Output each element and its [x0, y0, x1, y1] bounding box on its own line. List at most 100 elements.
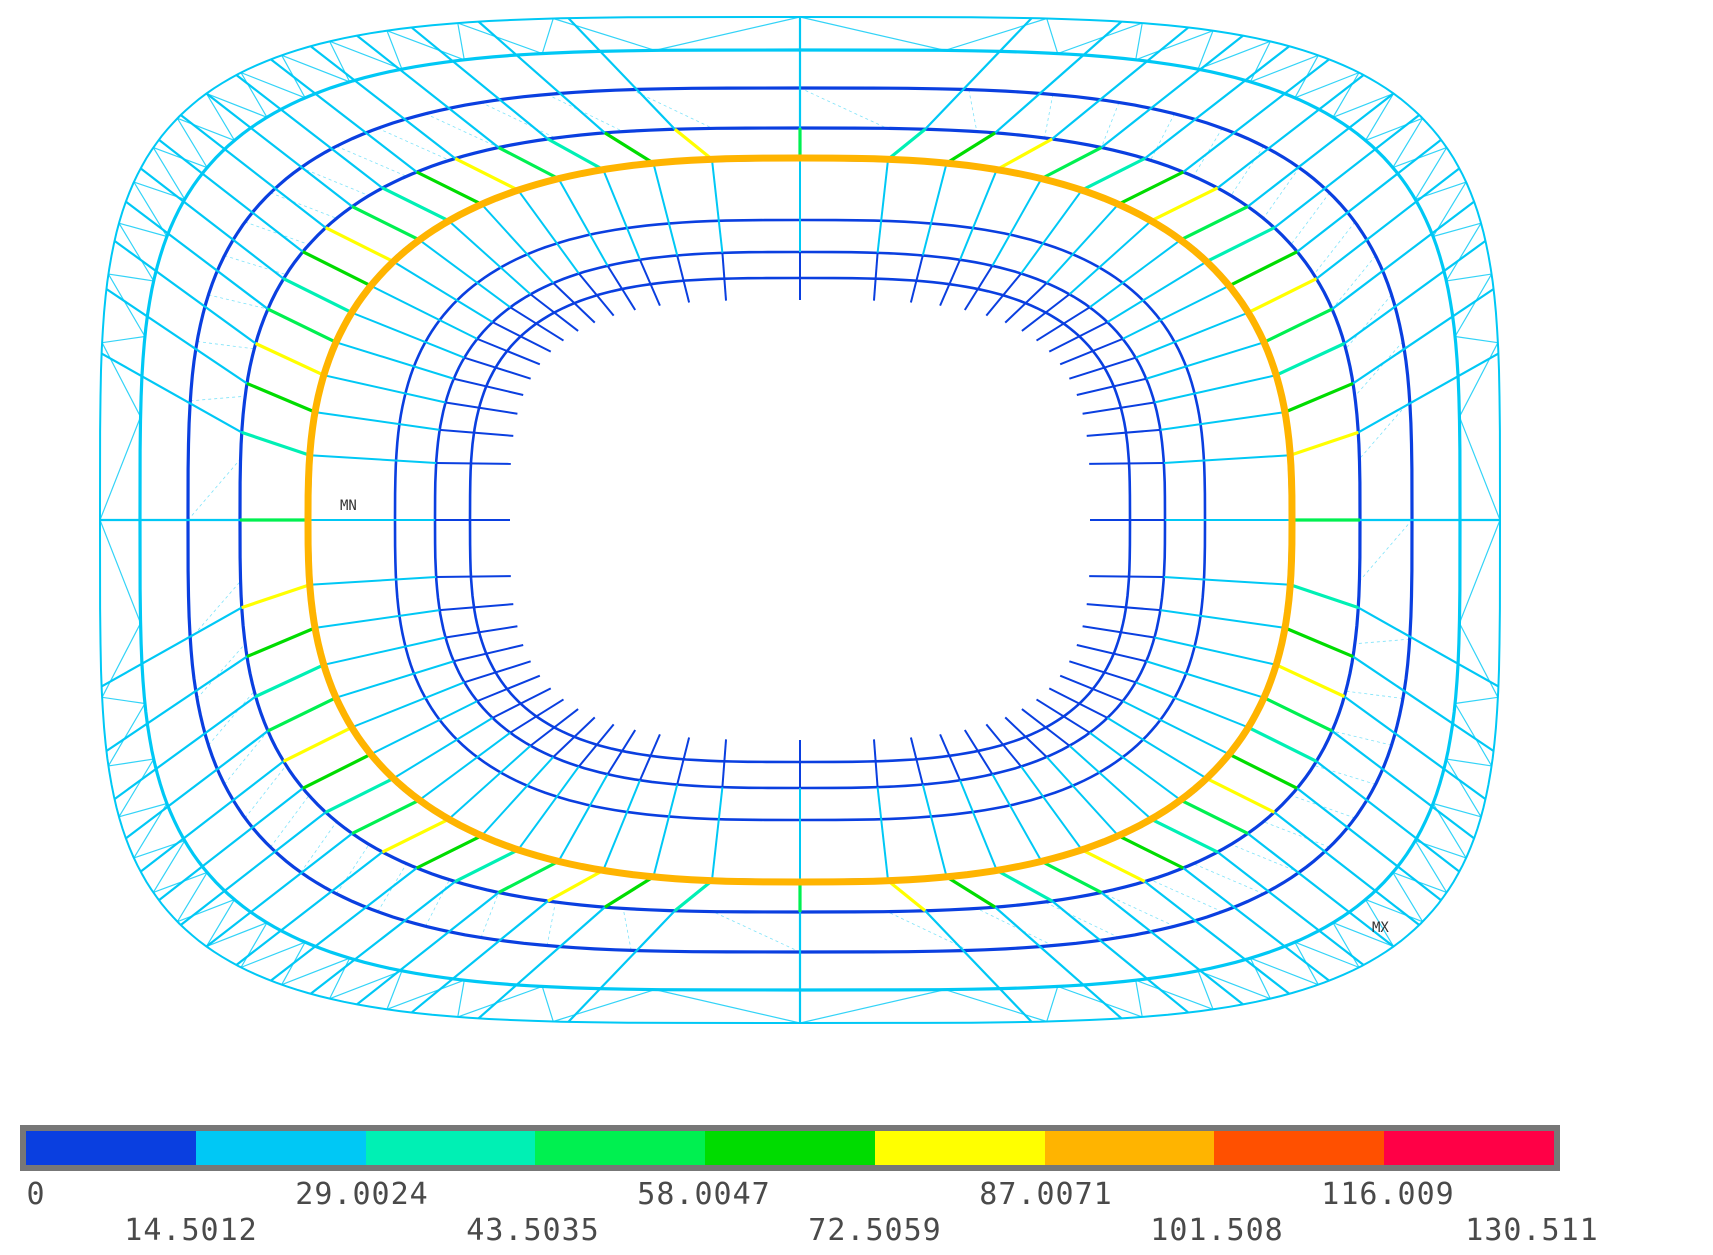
radial-member-main [1081, 848, 1146, 883]
radial-member-inner [991, 178, 1043, 267]
cantilever-tip [1089, 575, 1164, 578]
cantilever-tip [492, 687, 552, 719]
radial-member-outer [101, 352, 243, 434]
radial-member-inner [480, 756, 555, 837]
cantilever-tip [639, 259, 661, 307]
cantilever-tip [453, 644, 524, 663]
bracing-segment [189, 580, 241, 640]
bracing-segment [1230, 146, 1264, 196]
radial-member-outer [1182, 867, 1330, 982]
radial-member-inner [1160, 609, 1286, 629]
cantilever-tip [453, 377, 524, 396]
bracing-segment [270, 192, 337, 219]
bracing-segment [553, 16, 801, 52]
radial-member-main [1081, 157, 1146, 192]
radial-member-main [241, 430, 311, 457]
radial-member-outer [1315, 167, 1461, 280]
bracing-segment [425, 113, 499, 148]
legend-swatch-1 [26, 1131, 196, 1165]
cantilever-tip [676, 255, 691, 303]
radial-member-outer [1100, 891, 1244, 1006]
radial-member-inner [418, 731, 511, 801]
cantilever-tip [439, 603, 514, 612]
cantilever-tip [552, 716, 596, 758]
radial-member-outer [113, 695, 257, 800]
bracing-segment [1290, 795, 1356, 819]
bracing-segment [196, 643, 246, 699]
bracing-segment [1359, 400, 1411, 460]
radial-member-main [1205, 776, 1276, 814]
radial-member-main [1150, 817, 1219, 854]
bracing-segment [968, 89, 978, 132]
cantilever-tip [606, 265, 637, 311]
bracing-segment [712, 911, 801, 953]
radial-member-main [1150, 186, 1219, 223]
radial-member-outer [567, 910, 676, 1023]
radial-member-main [1117, 170, 1184, 206]
legend-label-4: 43.5035 [466, 1213, 600, 1248]
radial-member-outer [113, 240, 257, 345]
radial-member-main [1263, 696, 1333, 733]
radial-member-main [996, 137, 1053, 172]
circumferential-ring [433, 250, 1167, 790]
bracing-segment [480, 892, 500, 938]
cantilever-tip [606, 729, 637, 775]
radial-member-outer [477, 906, 606, 1020]
radial-member-inner [1154, 636, 1277, 666]
bracing-segment [1263, 167, 1300, 219]
radial-member-outer [1357, 606, 1499, 688]
cantilever-tip [436, 462, 511, 465]
cantilever-tip [676, 737, 691, 785]
radial-member-main [454, 157, 519, 192]
cantilever-tip [476, 674, 541, 703]
compression-ring [304, 154, 1296, 886]
radial-member-inner [480, 203, 555, 284]
cantilever-tip [439, 428, 514, 437]
radial-member-outer [1357, 352, 1499, 434]
legend-swatch-6 [874, 1131, 1045, 1165]
cantilever-tip [1089, 462, 1164, 465]
radial-member-inner [351, 681, 465, 729]
radial-member-inner [557, 178, 609, 267]
radial-member-outer [1343, 695, 1487, 800]
radial-member-main [246, 626, 316, 659]
radial-member-main [996, 868, 1053, 903]
cantilever-tip [1069, 356, 1136, 380]
radial-member-outer [1296, 138, 1442, 253]
radial-member-outer [1144, 45, 1290, 160]
cantilever-tip [492, 321, 552, 353]
min-marker: MN [340, 498, 357, 514]
bracing-segment [1044, 94, 1054, 139]
radial-member-inner [323, 636, 446, 666]
radial-member-inner [392, 717, 494, 780]
bracing-segment [799, 988, 1047, 1024]
radial-member-inner [921, 784, 948, 878]
cantilever-tip [872, 739, 879, 788]
radial-member-outer [994, 20, 1123, 134]
radial-member-main [673, 879, 713, 913]
bracing-segment [336, 145, 407, 177]
radial-member-main [324, 226, 395, 264]
radial-member-main [945, 875, 996, 909]
radial-member-inner [1154, 374, 1277, 404]
radial-member-inner [314, 609, 440, 629]
cantilever-tip [721, 739, 728, 788]
bracing-segment [1454, 273, 1498, 344]
legend-label-2: 14.5012 [124, 1213, 258, 1248]
radial-member-outer [1331, 730, 1475, 840]
radial-member-main [282, 725, 353, 763]
radial-member-main [497, 146, 560, 181]
radial-member-inner [335, 341, 455, 380]
legend-swatch-2 [195, 1131, 366, 1165]
radial-member-inner [921, 162, 948, 256]
bracing-segment [480, 102, 556, 139]
radial-member-outer [270, 867, 418, 982]
cantilever-tip [985, 272, 1022, 317]
radial-member-inner [1163, 575, 1291, 586]
radial-member-main [1179, 205, 1249, 242]
bracing-segment [102, 273, 146, 344]
cantilever-tip [1086, 428, 1161, 437]
bracing-segment [187, 458, 241, 521]
radial-member-main [1228, 752, 1298, 790]
radial-member-outer [270, 58, 418, 173]
